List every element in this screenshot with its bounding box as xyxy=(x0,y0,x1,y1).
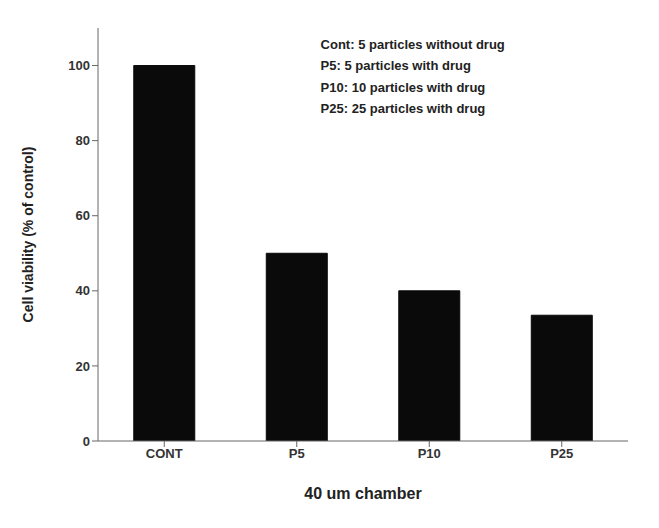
svg-text:100: 100 xyxy=(68,58,90,73)
svg-text:60: 60 xyxy=(76,208,90,223)
html-text:P25: 25 particles with drug: P25: 25 particles with drug xyxy=(320,101,486,117)
html-text:P10: 10 particles with drug: P10: 10 particles with drug xyxy=(320,79,486,95)
html-text:P5: 5 particles with drug: P5: 5 particles with drug xyxy=(320,58,471,74)
svg-text:P25: P25 xyxy=(550,446,573,461)
svg-text:CONT: CONT xyxy=(146,446,183,461)
svg-text:P10: P10 xyxy=(418,446,441,461)
svg-text:40: 40 xyxy=(76,283,90,298)
svg-text:Cell viability (% of control): Cell viability (% of control) xyxy=(20,147,36,323)
svg-text:20: 20 xyxy=(76,359,90,374)
html-text:Cont: 5 particles without drug: Cont: 5 particles without drug xyxy=(320,37,505,52)
svg-text:P5: P5 xyxy=(289,446,305,461)
svg-text:80: 80 xyxy=(76,133,90,148)
svg-text:40 um chamber: 40 um chamber xyxy=(304,485,421,502)
svg-text:0: 0 xyxy=(83,434,90,449)
